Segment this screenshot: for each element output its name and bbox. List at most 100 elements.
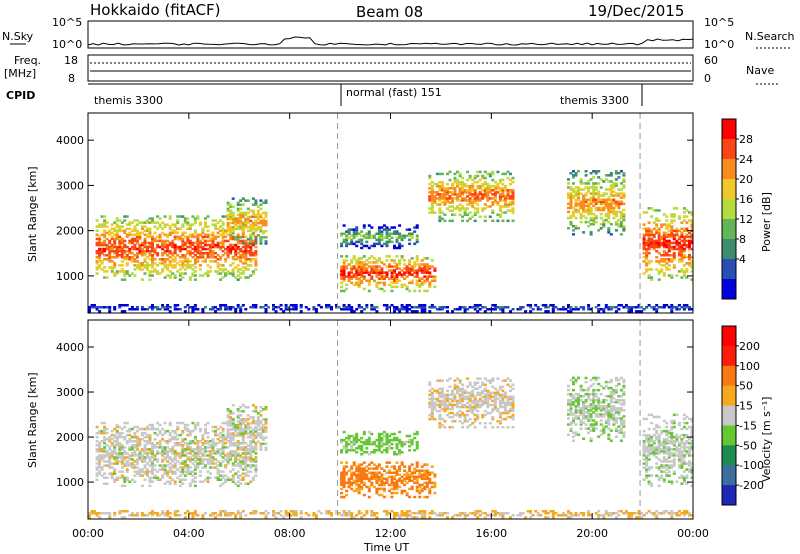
- power-cell: [682, 256, 686, 259]
- velocity-cell: [476, 393, 480, 397]
- power-cell: [360, 230, 364, 233]
- power-cell: [148, 227, 152, 230]
- velocity-cell: [345, 451, 349, 454]
- power-cell: [229, 247, 233, 251]
- velocity-cell: [430, 481, 434, 485]
- power-cell: [350, 308, 354, 311]
- power-cell: [491, 170, 495, 174]
- velocity-cell: [453, 397, 457, 401]
- power-cell: [577, 308, 580, 311]
- power-echo-cells: [88, 113, 694, 313]
- power-cell: [259, 230, 263, 233]
- velocity-cell: [234, 430, 238, 433]
- velocity-cell: [103, 448, 107, 451]
- velocity-cell: [471, 422, 475, 425]
- power-cell: [602, 308, 606, 311]
- power-cell: [342, 308, 346, 311]
- power-cell: [176, 235, 180, 239]
- power-cell: [451, 199, 454, 202]
- power-cell: [569, 306, 573, 309]
- velocity-cell: [133, 433, 137, 437]
- velocity-cell: [186, 470, 190, 473]
- power-cell: [483, 193, 487, 196]
- power-cell: [670, 276, 674, 279]
- power-cell: [398, 310, 402, 313]
- power-cell: [385, 226, 389, 229]
- power-cell: [398, 244, 402, 248]
- power-cell: [118, 306, 122, 309]
- velocity-cell: [188, 431, 192, 435]
- power-cell: [682, 304, 686, 307]
- power-cell: [531, 308, 535, 311]
- power-cell: [622, 184, 626, 187]
- power-cell: [214, 270, 217, 273]
- power-cell: [143, 264, 147, 267]
- power-cell: [690, 225, 694, 228]
- velocity-cell: [382, 430, 386, 434]
- velocity-cell: [103, 460, 107, 463]
- power-cell: [662, 241, 666, 245]
- power-cell: [425, 279, 429, 282]
- power-cell: [375, 265, 379, 268]
- velocity-cell: [355, 436, 359, 440]
- velocity-cell: [362, 432, 366, 436]
- velocity-cell: [146, 448, 149, 451]
- velocity-cell: [473, 399, 477, 403]
- velocity-cell: [486, 395, 490, 399]
- power-cell: [372, 236, 376, 239]
- power-cell: [614, 192, 618, 195]
- power-cell: [403, 236, 407, 239]
- power-cell: [254, 304, 258, 307]
- power-cell: [594, 214, 598, 218]
- power-cell: [340, 285, 344, 289]
- power-cell: [382, 271, 386, 274]
- power-cell: [340, 265, 344, 268]
- velocity-cell: [186, 442, 190, 445]
- power-cell: [438, 308, 442, 311]
- velocity-cell: [370, 440, 374, 444]
- power-cell: [211, 219, 215, 222]
- velocity-cell: [408, 438, 412, 442]
- power-cell: [428, 267, 432, 270]
- power-cell: [498, 215, 502, 218]
- power-cell: [377, 271, 381, 274]
- power-cell: [650, 306, 654, 309]
- velocity-cell: [100, 421, 104, 425]
- power-cell: [98, 237, 102, 241]
- velocity-cell: [239, 430, 243, 433]
- power-cell: [201, 227, 205, 230]
- power-cell: [130, 241, 134, 245]
- power-cell: [622, 212, 626, 216]
- velocity-cell: [388, 434, 391, 438]
- power-cell: [335, 304, 338, 307]
- power-cell: [604, 218, 608, 222]
- velocity-cell: [133, 425, 137, 429]
- velocity-cell: [453, 387, 457, 390]
- power-cell: [206, 270, 210, 273]
- power-cell: [221, 276, 225, 279]
- velocity-cell: [166, 429, 170, 433]
- power-cell: [357, 306, 361, 309]
- velocity-cell: [415, 461, 419, 464]
- power-cell: [506, 193, 510, 196]
- velocity-cell: [375, 449, 379, 452]
- velocity-cell: [357, 444, 361, 448]
- power-cell: [264, 199, 268, 202]
- power-cell: [110, 256, 114, 259]
- power-cell: [143, 258, 147, 261]
- velocity-cell: [390, 477, 394, 481]
- velocity-cell: [246, 426, 250, 429]
- power-cell: [622, 227, 626, 230]
- velocity-cell: [468, 405, 472, 409]
- power-cell: [380, 277, 384, 280]
- power-cell: [670, 254, 674, 257]
- power-cell: [209, 254, 212, 257]
- power-cell: [204, 235, 207, 239]
- power-cell: [156, 245, 160, 249]
- velocity-cell: [163, 466, 167, 469]
- power-cell: [234, 219, 238, 223]
- power-cell: [219, 268, 223, 271]
- power-cell: [229, 245, 233, 249]
- power-cell: [345, 259, 349, 262]
- power-cell: [236, 247, 240, 251]
